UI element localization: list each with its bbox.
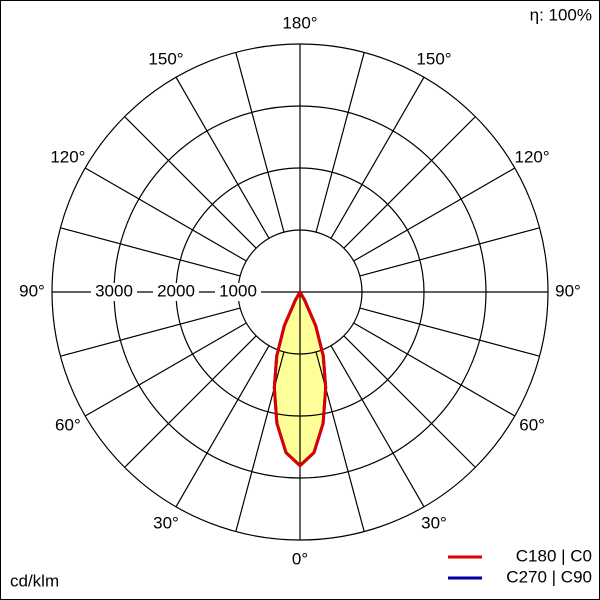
theta-tick-label: 120°: [515, 147, 550, 166]
grid-line: [353, 167, 516, 262]
grid-line: [60, 307, 241, 357]
grid-line: [330, 345, 425, 508]
theta-tick-label: 60°: [55, 415, 81, 434]
grid-line: [353, 322, 516, 417]
grid-line: [359, 227, 540, 277]
grid-line: [175, 345, 270, 508]
theta-tick-label: 150°: [148, 49, 183, 68]
tick-label-bg: [91, 283, 137, 301]
r-tick-label: 2000: [157, 281, 195, 300]
efficiency-label: η: 100%: [530, 5, 592, 24]
theta-tick-label: 60°: [519, 415, 545, 434]
theta-tick-label: 0°: [292, 549, 308, 568]
theta-tick-label: 90°: [19, 281, 45, 300]
curve: [272, 290, 328, 468]
theta-tick-label: 120°: [50, 147, 85, 166]
grid-line: [315, 52, 365, 233]
theta-tick-label: 30°: [421, 514, 447, 533]
legend-label: C180 | C0: [516, 546, 592, 565]
grid-line: [343, 335, 476, 468]
unit-label: cd/klm: [10, 571, 59, 590]
legend-label: C270 | C90: [506, 567, 592, 586]
grid-line: [124, 335, 257, 468]
grid-line: [60, 227, 241, 277]
theta-tick-label: 150°: [416, 49, 451, 68]
tick-label-bg: [215, 283, 261, 301]
grid-line: [343, 116, 476, 249]
tick-label-bg: [153, 283, 199, 301]
grid-line: [84, 322, 247, 417]
grid-line: [330, 76, 425, 239]
grid-line: [175, 76, 270, 239]
grid-line: [235, 52, 285, 233]
r-tick-label: 1000: [219, 281, 257, 300]
grid-line: [84, 167, 247, 262]
r-tick-label: 3000: [95, 281, 133, 300]
theta-tick-label: 30°: [153, 514, 179, 533]
grid-line: [124, 116, 257, 249]
theta-tick-label: 90°: [555, 281, 581, 300]
theta-tick-label: 180°: [282, 13, 317, 32]
grid-line: [359, 307, 540, 357]
